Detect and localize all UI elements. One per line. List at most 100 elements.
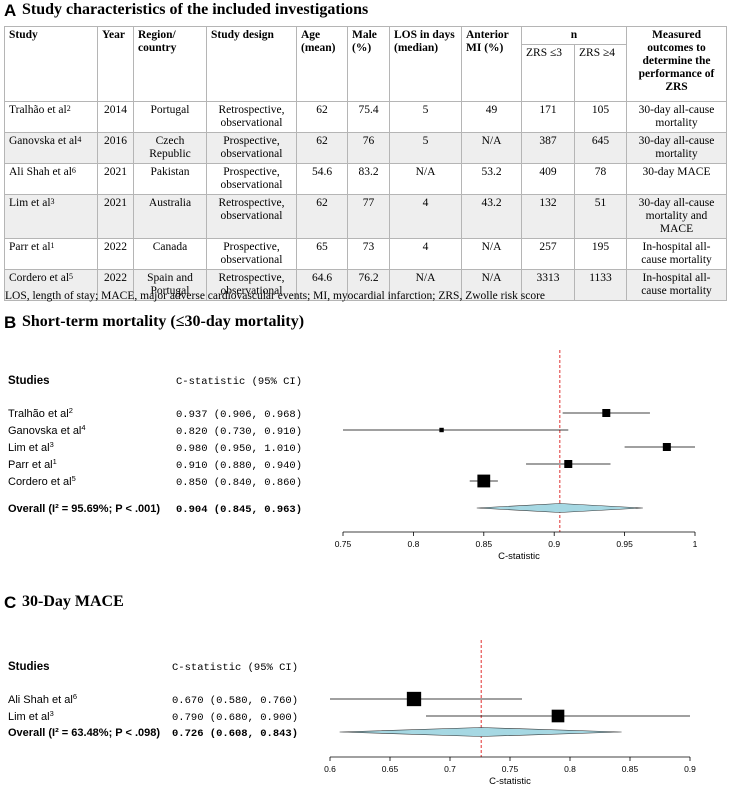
table-cell-los: N/A	[389, 163, 462, 195]
x-tick-label: 0.9	[684, 764, 696, 774]
table-cell-los: 5	[389, 132, 462, 164]
forest-plot-mortality: Studies C-statistic (95% CI) Tralhão et al…	[8, 350, 698, 562]
table-cell-male: 75.4	[347, 101, 390, 133]
overall-label: Overall (I² = 95.69%; P < .001)	[8, 503, 160, 515]
table-cell-year: 2022	[97, 269, 134, 301]
panel-b-title: Short-term mortality (≤30-day mortality)	[22, 313, 305, 330]
table-cell-design: Retrospective, observational	[206, 101, 297, 133]
table-row: Ganovska et al4 2016 Czech Republic Prospec…	[4, 132, 727, 164]
table-cell-year: 2022	[97, 238, 134, 270]
table-cell-los: 5	[389, 101, 462, 133]
table-cell-zrs-low: 387	[521, 132, 575, 164]
table-cell-outcome: 30-day MACE	[626, 163, 727, 195]
x-tick-label: 0.85	[622, 764, 639, 774]
header-year: Year	[97, 26, 134, 102]
table-cell-zrs-high: 1133	[574, 269, 627, 301]
table-cell-design: Prospective, observational	[206, 163, 297, 195]
table-cell-study: Cordero et al5	[4, 269, 98, 301]
panel-b-letter: B	[4, 313, 17, 332]
header-design: Study design	[206, 26, 297, 102]
x-tick-label: 0.85	[476, 539, 493, 549]
x-tick-label: 1	[693, 539, 698, 549]
table-cell-anterior: 43.2	[461, 194, 522, 239]
x-tick-label: 0.8	[564, 764, 576, 774]
table-cell-male: 76	[347, 132, 390, 164]
table-cell-zrs-low: 409	[521, 163, 575, 195]
table-cell-design: Prospective, observational	[206, 238, 297, 270]
table-cell-outcome: 30-day all-cause mortality	[626, 132, 727, 164]
x-tick-label: 0.75	[335, 539, 352, 549]
header-region: Region/ country	[133, 26, 207, 102]
x-tick-label: 0.9	[548, 539, 560, 549]
point-estimate-box	[662, 443, 671, 451]
study-label: Cordero et al5	[8, 474, 76, 489]
table-cell-male: 73	[347, 238, 390, 270]
table-cell-region: Portugal	[133, 101, 207, 133]
table-cell-los: N/A	[389, 269, 462, 301]
table-cell-year: 2016	[97, 132, 134, 164]
table-cell-region: Canada	[133, 238, 207, 270]
table-cell-year: 2021	[97, 194, 134, 239]
x-tick-label: 0.75	[502, 764, 519, 774]
table-cell-design: Retrospective, observational	[206, 269, 297, 301]
table-cell-region: Pakistan	[133, 163, 207, 195]
study-label: Tralhão et al2	[8, 406, 73, 421]
study-label: Ganovska et al4	[8, 423, 86, 438]
table-cell-age: 54.6	[296, 163, 348, 195]
table-cell-zrs-high: 195	[574, 238, 627, 270]
x-tick-label: 0.65	[382, 764, 399, 774]
ci-header: C-statistic (95% CI)	[172, 662, 298, 674]
table-cell-zrs-high: 51	[574, 194, 627, 239]
table-cell-anterior: 53.2	[461, 163, 522, 195]
header-study: Study	[4, 26, 98, 102]
table-cell-design: Prospective, observational	[206, 132, 297, 164]
study-ci-text: 0.980 (0.950, 1.010)	[176, 443, 302, 455]
table-row: Tralhão et al2 2014 Portugal Retrospective,…	[4, 101, 727, 133]
table-cell-zrs-low: 3313	[521, 269, 575, 301]
overall-label: Overall (I² = 63.48%; P < .098)	[8, 727, 160, 739]
table-cell-study: Ali Shah et al6	[4, 163, 98, 195]
point-estimate-box	[477, 474, 491, 488]
panel-c-title: 30-Day MACE	[22, 593, 124, 610]
table-row: Lim et al3 2021 Australia Retrospective, ob…	[4, 194, 727, 239]
x-axis-label: C-statistic	[498, 551, 540, 562]
study-label: Lim et al3	[8, 440, 54, 455]
overall-ci-text: 0.904 (0.845, 0.963)	[176, 504, 302, 516]
overall-ci-text: 0.726 (0.608, 0.843)	[172, 728, 298, 740]
table-cell-age: 62	[296, 194, 348, 239]
table-cell-design: Retrospective, observational	[206, 194, 297, 239]
study-label: Parr et al1	[8, 457, 57, 472]
table-row: Ali Shah et al6 2021 Pakistan Prospective, …	[4, 163, 727, 195]
table-cell-age: 62	[296, 132, 348, 164]
table-cell-anterior: N/A	[461, 238, 522, 270]
table-cell-study: Lim et al3	[4, 194, 98, 239]
table-cell-study: Parr et al1	[4, 238, 98, 270]
table-cell-outcome: In-hospital all-cause mortality	[626, 238, 727, 270]
point-estimate-box	[564, 460, 573, 468]
table-cell-male: 76.2	[347, 269, 390, 301]
table-cell-zrs-high: 645	[574, 132, 627, 164]
table-cell-outcome: 30-day all-cause mortality	[626, 101, 727, 133]
header-male: Male (%)	[347, 26, 390, 102]
table-cell-region: Spain and Portugal	[133, 269, 207, 301]
header-zrs-low: ZRS ≤3	[521, 44, 575, 102]
study-label: Lim et al3	[8, 709, 54, 724]
point-estimate-box	[602, 409, 611, 417]
study-ci-text: 0.850 (0.840, 0.860)	[176, 477, 302, 489]
table-cell-male: 77	[347, 194, 390, 239]
table-row: Cordero et al5 2022 Spain and Portugal Retr…	[4, 269, 727, 301]
ci-header: C-statistic (95% CI)	[176, 376, 302, 388]
study-ci-text: 0.670 (0.580, 0.760)	[172, 695, 298, 707]
overall-diamond	[339, 727, 622, 737]
study-characteristics-table: Study Year Region/ country Study design …	[4, 26, 727, 301]
header-zrs-high: ZRS ≥4	[574, 44, 627, 102]
table-cell-outcome: In-hospital all-cause mortality	[626, 269, 727, 301]
table-cell-los: 4	[389, 194, 462, 239]
point-estimate-box	[551, 709, 565, 723]
table-cell-study: Tralhão et al2	[4, 101, 98, 133]
study-ci-text: 0.820 (0.730, 0.910)	[176, 426, 302, 438]
panel-a-letter: A	[4, 1, 17, 20]
studies-header: Studies	[8, 375, 50, 387]
header-outcome: Measured outcomes to determine the perfo…	[626, 26, 727, 102]
study-label: Ali Shah et al6	[8, 692, 77, 707]
